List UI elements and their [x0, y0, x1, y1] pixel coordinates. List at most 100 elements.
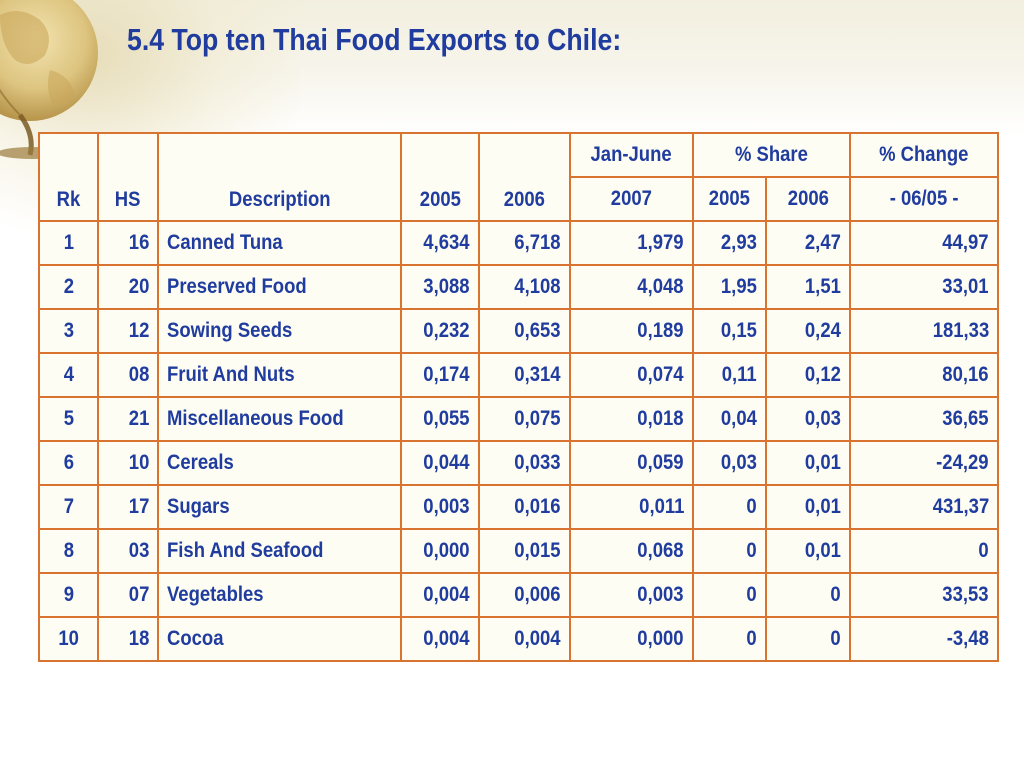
rank-cell: 2 [38, 264, 99, 310]
value-2005-cell-text: 0,003 [423, 495, 470, 518]
table-row: 4 08 Fruit And Nuts 0,174 0,314 0,074 0,11 0,12… [38, 352, 999, 398]
header-2005: 2005 [400, 132, 480, 222]
share-2006-cell: 2,47 [765, 220, 851, 266]
value-2006-cell-text: 0,653 [514, 319, 561, 342]
change-cell-text: 0 [978, 539, 989, 562]
header-share-2006-label: 2006 [787, 187, 829, 210]
jan-june-2007-cell-text: 0,018 [637, 407, 684, 430]
change-cell: 33,53 [849, 572, 999, 618]
hs-code-cell-text: 20 [128, 275, 149, 298]
value-2005-cell-text: 0,174 [423, 363, 470, 386]
jan-june-2007-cell-text: 0,003 [637, 583, 684, 606]
change-cell-text: 44,97 [942, 231, 989, 254]
header-change-label: % Change [879, 143, 969, 166]
value-2006-cell: 0,006 [478, 572, 571, 618]
value-2006-cell: 0,015 [478, 528, 571, 574]
header-description: Description [157, 132, 402, 222]
share-2006-cell-text: 0,01 [805, 495, 841, 518]
share-2005-cell-text: 0,03 [721, 451, 757, 474]
value-2005-cell: 0,000 [400, 528, 480, 574]
share-2006-cell: 0,01 [765, 484, 851, 530]
hs-code-cell-text: 10 [128, 451, 149, 474]
jan-june-2007-cell-text: 0,068 [637, 539, 684, 562]
header-share-2005: 2005 [692, 176, 767, 222]
share-2005-cell: 2,93 [692, 220, 767, 266]
table-row: 9 07 Vegetables 0,004 0,006 0,003 0 0 33,53 [38, 572, 999, 618]
share-2005-cell-text: 0,15 [721, 319, 757, 342]
header-hs-label: HS [115, 188, 141, 211]
hs-code-cell-text: 08 [128, 363, 149, 386]
jan-june-2007-cell: 0,059 [569, 440, 694, 486]
hs-code-cell-text: 12 [128, 319, 149, 342]
description-cell: Preserved Food [157, 264, 402, 310]
share-2006-cell-text: 0 [830, 583, 841, 606]
jan-june-2007-cell-text: 0,011 [638, 495, 684, 518]
rank-cell-text: 2 [63, 275, 74, 298]
value-2006-cell-text: 0,004 [514, 627, 561, 650]
share-2005-cell: 0 [692, 616, 767, 662]
hs-code-cell-text: 16 [128, 231, 149, 254]
description-cell-text: Cereals [167, 451, 234, 474]
rank-cell-text: 4 [63, 363, 74, 386]
change-cell-text: 33,01 [942, 275, 989, 298]
change-cell: 36,65 [849, 396, 999, 442]
value-2006-cell: 0,314 [478, 352, 571, 398]
value-2005-cell-text: 0,055 [423, 407, 470, 430]
header-2006: 2006 [478, 132, 571, 222]
rank-cell: 9 [38, 572, 99, 618]
change-cell: -24,29 [849, 440, 999, 486]
change-cell-text: 431,37 [932, 495, 989, 518]
description-cell: Fish And Seafood [157, 528, 402, 574]
share-2006-cell-text: 0,01 [805, 451, 841, 474]
hs-code-cell-text: 03 [128, 539, 149, 562]
share-2006-cell: 1,51 [765, 264, 851, 310]
header-row-top: Rk HS Description 2005 2006 Jan-June % S… [38, 132, 999, 222]
hs-code-cell-text: 17 [128, 495, 149, 518]
jan-june-2007-cell: 0,074 [569, 352, 694, 398]
value-2005-cell: 0,003 [400, 484, 480, 530]
value-2005-cell-text: 0,000 [423, 539, 470, 562]
description-cell: Cocoa [157, 616, 402, 662]
header-hs: HS [97, 132, 159, 222]
change-cell: 44,97 [849, 220, 999, 266]
table-row: 1 16 Canned Tuna 4,634 6,718 1,979 2,93 2,47 44,… [38, 220, 999, 266]
value-2005-cell: 4,634 [400, 220, 480, 266]
share-2006-cell: 0,01 [765, 528, 851, 574]
value-2006-cell: 0,033 [478, 440, 571, 486]
jan-june-2007-cell-text: 0,059 [637, 451, 684, 474]
share-2005-cell: 0 [692, 528, 767, 574]
header-row-bottom: 2007 2005 2006 - 06/05 - [39, 176, 999, 222]
share-2006-cell: 0 [765, 616, 851, 662]
share-2005-cell-text: 0 [746, 583, 757, 606]
jan-june-2007-cell: 0,003 [569, 572, 694, 618]
value-2005-cell-text: 0,004 [423, 627, 470, 650]
header-share-2006: 2006 [765, 176, 851, 222]
rank-cell: 5 [38, 396, 99, 442]
change-cell-text: 181,33 [932, 319, 989, 342]
jan-june-2007-cell-text: 1,979 [637, 231, 684, 254]
value-2006-cell: 0,075 [478, 396, 571, 442]
share-2005-cell-text: 1,95 [721, 275, 757, 298]
share-2006-cell-text: 2,47 [805, 231, 841, 254]
table-header: Rk HS Description 2005 2006 Jan-June % S… [38, 132, 999, 222]
jan-june-2007-cell: 0,011 [569, 484, 694, 530]
hs-code-cell: 10 [97, 440, 159, 486]
change-cell: 431,37 [849, 484, 999, 530]
change-cell: 33,01 [849, 264, 999, 310]
share-2005-cell: 0,03 [692, 440, 767, 486]
jan-june-2007-cell: 1,979 [569, 220, 694, 266]
description-cell-text: Miscellaneous Food [167, 407, 344, 430]
value-2006-cell-text: 0,016 [514, 495, 561, 518]
value-2005-cell-text: 0,004 [423, 583, 470, 606]
description-cell-text: Sugars [167, 495, 230, 518]
share-2005-cell: 0,04 [692, 396, 767, 442]
jan-june-2007-cell: 4,048 [569, 264, 694, 310]
value-2005-cell: 0,174 [400, 352, 480, 398]
description-cell: Fruit And Nuts [157, 352, 402, 398]
share-2005-cell: 1,95 [692, 264, 767, 310]
header-jan-june-year-label: 2007 [610, 187, 653, 210]
header-change: % Change [849, 132, 999, 178]
exports-table: Rk HS Description 2005 2006 Jan-June % S… [38, 132, 999, 662]
description-cell: Canned Tuna [157, 220, 402, 266]
value-2006-cell-text: 0,033 [514, 451, 561, 474]
